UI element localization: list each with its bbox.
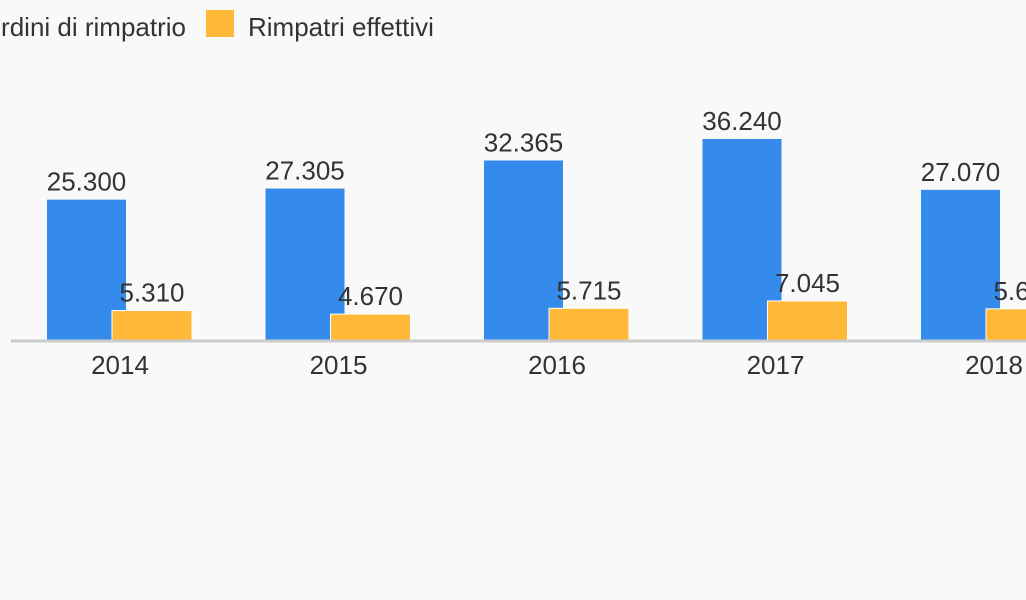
bar-label-rimpatri-2016: 5.715 xyxy=(556,275,621,305)
bar-label-ordini-2014: 25.300 xyxy=(47,167,127,197)
bar-rimpatri-2017 xyxy=(767,300,848,341)
bar-label-ordini-2015: 27.305 xyxy=(265,156,345,186)
legend-label-ordini: Ordini di rimpatrio xyxy=(0,12,186,42)
bar-label-rimpatri-2014: 5.310 xyxy=(119,278,184,308)
bar-label-ordini-2018: 27.070 xyxy=(921,157,1001,187)
bar-rimpatri-2015 xyxy=(330,313,411,341)
x-tick-label-2015: 2015 xyxy=(310,350,368,380)
x-tick-label-2018: 2018 xyxy=(965,350,1023,380)
legend-label-rimpatri: Rimpatri effettivi xyxy=(248,12,434,42)
x-tick-label-2014: 2014 xyxy=(91,350,149,380)
chart-legend: Ordini di rimpatrio Rimpatri effettivi xyxy=(0,10,434,42)
bar-label-rimpatri-2018: 5.615 xyxy=(993,276,1026,306)
x-tick-label-2016: 2016 xyxy=(528,350,586,380)
x-tick-label-2017: 2017 xyxy=(747,350,805,380)
bar-label-ordini-2017: 36.240 xyxy=(702,106,782,136)
x-axis-ticks: 2014 2015 2016 2017 2018 xyxy=(91,350,1023,380)
bar-rimpatri-2018 xyxy=(985,308,1026,341)
bar-label-rimpatri-2017: 7.045 xyxy=(775,268,840,298)
bar-rimpatri-2014 xyxy=(111,310,193,341)
bar-label-ordini-2016: 32.365 xyxy=(484,127,564,157)
bars-layer: 25.300 5.310 27.305 4.670 32.365 5.715 36.240 7… xyxy=(47,106,1026,341)
bar-rimpatri-2016 xyxy=(548,307,630,341)
legend-swatch-rimpatri xyxy=(206,10,234,37)
bar-label-rimpatri-2015: 4.670 xyxy=(338,281,403,311)
